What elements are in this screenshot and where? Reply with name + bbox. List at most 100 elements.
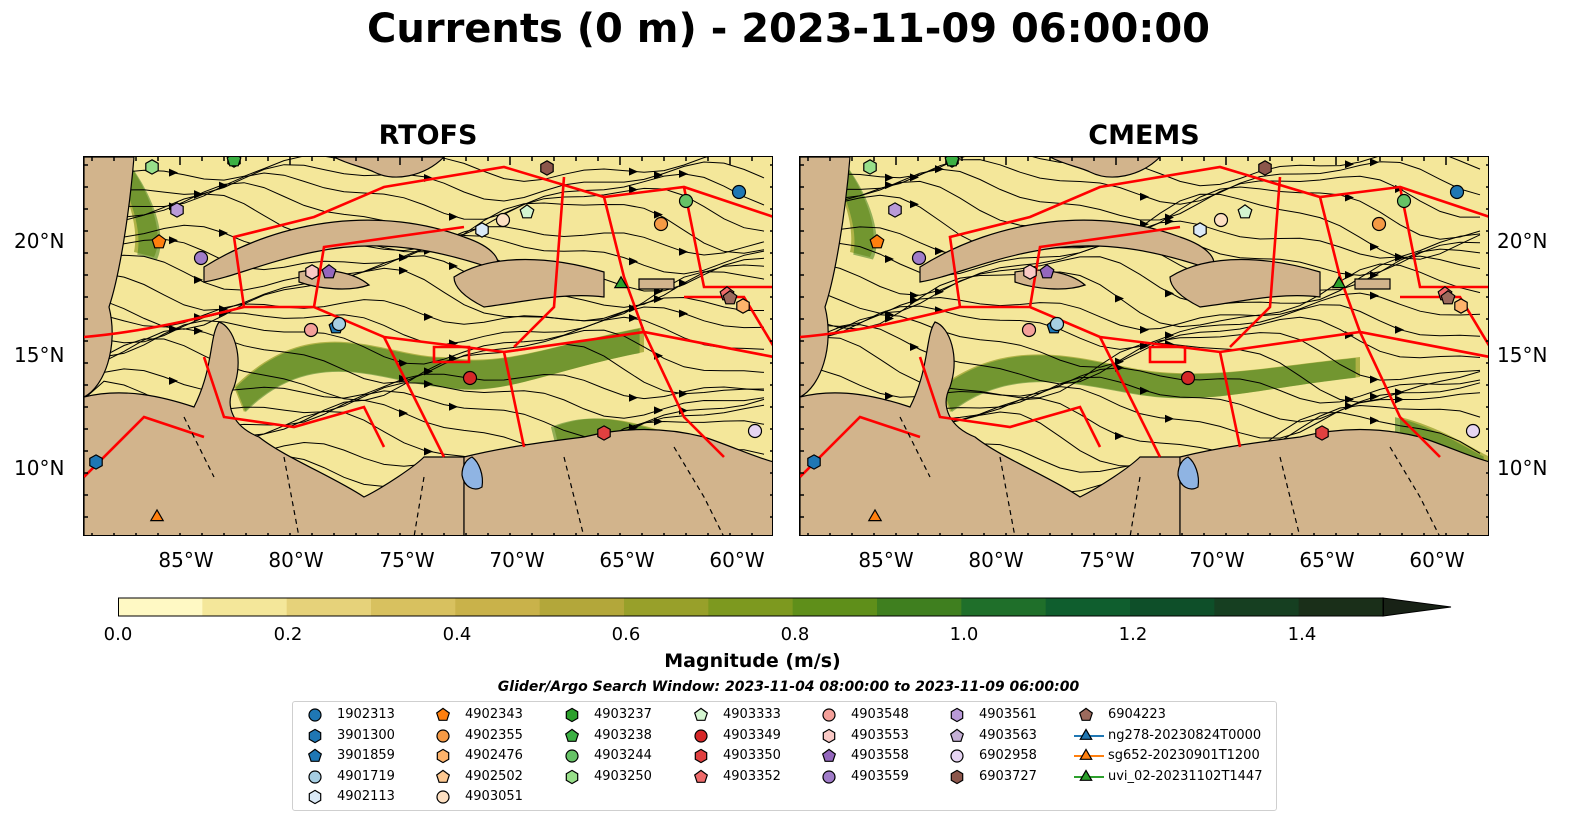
- legend-marker: [435, 769, 451, 783]
- colorbar: [118, 596, 1453, 620]
- streamline-arrow: [935, 247, 944, 256]
- legend-label: 4903333: [723, 707, 781, 722]
- float-marker: [149, 508, 165, 522]
- streamline-arrow: [679, 279, 688, 288]
- country-border: [283, 456, 300, 535]
- legend-label: 4903350: [723, 748, 781, 763]
- float-marker: [1213, 212, 1229, 228]
- xtick-label: 70°W: [1189, 548, 1245, 572]
- colorbar-segment: [1130, 598, 1215, 616]
- legend-label: 4903352: [723, 768, 781, 784]
- streamline: [84, 368, 765, 400]
- legend-label: uvi_02-20231102T1447: [1108, 768, 1263, 784]
- float-marker: [151, 234, 167, 249]
- float-marker: [1193, 222, 1207, 238]
- streamline: [800, 367, 1481, 404]
- float-marker: [193, 250, 209, 266]
- legend-label: 4902113: [337, 789, 395, 804]
- float-marker: [462, 370, 478, 386]
- legend-marker-shape: [949, 728, 965, 742]
- country-border: [1279, 456, 1301, 535]
- streamline-arrow: [885, 254, 894, 263]
- streamline-arrow: [194, 190, 203, 199]
- current-speed-core: [941, 355, 1356, 413]
- legend-label: 3901859: [337, 748, 395, 763]
- streamline-arrow: [1370, 271, 1379, 280]
- streamline-arrow: [1345, 271, 1354, 280]
- ytick-label-left: 15°N: [14, 343, 65, 367]
- legend-marker-shape: [436, 748, 450, 764]
- eez-boundary-line: [502, 351, 526, 448]
- eez-boundary-line: [84, 305, 772, 358]
- streamline-arrow: [219, 181, 228, 190]
- legend-marker: [308, 789, 322, 805]
- streamline-arrow: [399, 266, 408, 275]
- streamline-arrow: [1345, 160, 1354, 169]
- eez-boundary-line: [513, 176, 566, 348]
- legend-marker: [822, 769, 836, 784]
- legend-marker: [436, 728, 450, 743]
- panel-title-cmems: CMEMS: [1088, 120, 1200, 151]
- streamline-arrow: [654, 210, 663, 219]
- streamline-arrow: [885, 391, 894, 400]
- streamline-arrow: [910, 296, 919, 305]
- colorbar-segment: [877, 598, 962, 616]
- legend-marker-shape: [308, 769, 322, 784]
- legend-marker: [694, 728, 708, 743]
- float-marker: [678, 193, 694, 209]
- streamline-arrow: [1115, 431, 1124, 440]
- country-border: [1129, 476, 1141, 535]
- streamline-arrow: [1165, 414, 1174, 423]
- legend-marker-shape: [1079, 727, 1093, 740]
- map-panel-cmems: [799, 156, 1489, 536]
- float-marker: [1331, 275, 1347, 289]
- float-marker: [1465, 423, 1481, 439]
- streamline-arrow: [629, 167, 638, 176]
- legend-marker-shape: [308, 728, 322, 743]
- legend-marker: [1074, 768, 1104, 781]
- legend-label: 4903563: [979, 727, 1037, 743]
- country-borders: [899, 416, 1440, 535]
- colorbar-segment: [961, 598, 1047, 616]
- eez-boundary-line: [382, 336, 446, 458]
- eez-boundary-line: [312, 225, 465, 308]
- country-border: [413, 476, 425, 535]
- eez-boundary-line: [84, 415, 205, 478]
- lake: [1177, 456, 1200, 490]
- eez-boundary-line: [918, 356, 1102, 448]
- legend-marker-shape: [565, 769, 579, 784]
- legend-label: 4902355: [465, 727, 523, 743]
- float-marker: [731, 184, 747, 200]
- streamline-arrow: [1345, 402, 1354, 411]
- legend-marker-shape: [564, 728, 580, 742]
- legend-marker: [564, 728, 580, 742]
- colorbar-tick-label: 1.0: [949, 624, 979, 645]
- legend-marker-shape: [435, 769, 451, 783]
- legend-marker-shape: [435, 707, 451, 721]
- streamline-arrow: [654, 417, 663, 426]
- eez-boundaries: [800, 165, 1488, 478]
- streamline-arrow: [219, 229, 228, 238]
- legend-marker: [565, 769, 579, 784]
- float-marker: [944, 157, 960, 167]
- float-marker: [888, 202, 902, 218]
- xtick-label: 70°W: [489, 548, 545, 572]
- frame-ticks: [800, 157, 1488, 535]
- legend-label: 4903561: [979, 707, 1037, 722]
- legend-marker-shape: [950, 749, 964, 763]
- colorbar-segment: [1298, 598, 1384, 616]
- colorbar-segment: [1214, 598, 1300, 616]
- xtick-label: 65°W: [1299, 548, 1355, 572]
- colorbar-graphic: [118, 597, 1452, 617]
- legend-label: 4903237: [594, 707, 652, 722]
- float-marker: [89, 454, 103, 470]
- land-mass: [84, 321, 465, 535]
- streamline-arrow: [679, 389, 688, 398]
- legend-label: 4903548: [851, 707, 909, 722]
- legend-marker: [693, 769, 709, 783]
- legend-marker-shape: [308, 708, 322, 722]
- legend-marker-shape: [950, 769, 964, 784]
- float-marker: [321, 264, 337, 279]
- country-border: [673, 446, 724, 535]
- streamline-arrow: [1370, 416, 1379, 425]
